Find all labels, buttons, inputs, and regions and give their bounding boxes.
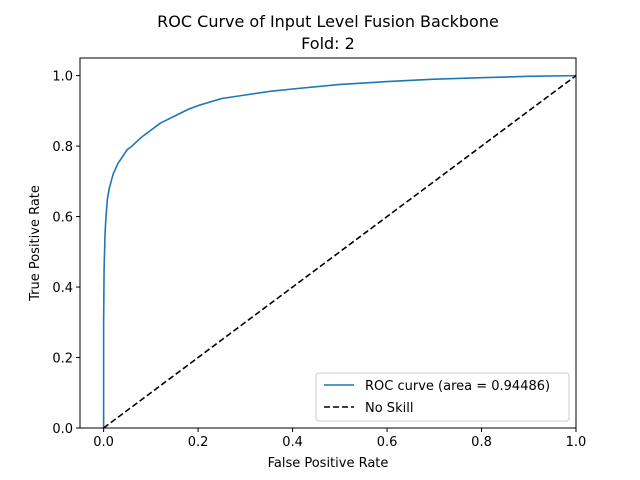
y-tick-label: 0.6 bbox=[52, 211, 73, 226]
legend-roc-label: ROC curve (area = 0.94486) bbox=[365, 379, 550, 394]
x-tick-label: 0.6 bbox=[377, 435, 398, 450]
chart-title: ROC Curve of Input Level Fusion Backbone bbox=[157, 12, 499, 31]
no-skill-line bbox=[103, 74, 577, 429]
x-tick-label: 0.2 bbox=[188, 435, 209, 450]
legend-no-skill-label: No Skill bbox=[365, 401, 413, 416]
y-axis-label: True Positive Rate bbox=[28, 185, 43, 302]
x-tick-label: 0.4 bbox=[282, 435, 303, 450]
y-tick-label: 0.2 bbox=[52, 352, 73, 367]
legend: ROC curve (area = 0.94486) No Skill bbox=[315, 372, 570, 422]
plot-frame bbox=[79, 57, 577, 429]
chart-subtitle: Fold: 2 bbox=[301, 34, 355, 53]
x-axis-label: False Positive Rate bbox=[268, 456, 389, 471]
x-tick-label: 0.8 bbox=[471, 435, 492, 450]
roc-curve-line bbox=[102, 74, 577, 428]
y-tick-label: 0.4 bbox=[52, 281, 73, 296]
curves bbox=[102, 74, 577, 429]
legend-box bbox=[315, 372, 570, 422]
x-tick-label: 0.0 bbox=[93, 435, 114, 450]
x-axis-ticks: 0.0 0.2 0.4 0.6 0.8 1.0 bbox=[93, 428, 586, 450]
y-tick-label: 1.0 bbox=[52, 70, 73, 85]
y-tick-label: 0.8 bbox=[52, 140, 73, 155]
plot-area: 0.0 0.2 0.4 0.6 0.8 1.0 0.0 0.2 0.4 0.6 0.8 1.0 bbox=[52, 57, 586, 450]
y-tick-label: 0.0 bbox=[52, 422, 73, 437]
x-tick-label: 1.0 bbox=[566, 435, 587, 450]
y-axis-ticks: 0.0 0.2 0.4 0.6 0.8 1.0 bbox=[52, 70, 80, 437]
